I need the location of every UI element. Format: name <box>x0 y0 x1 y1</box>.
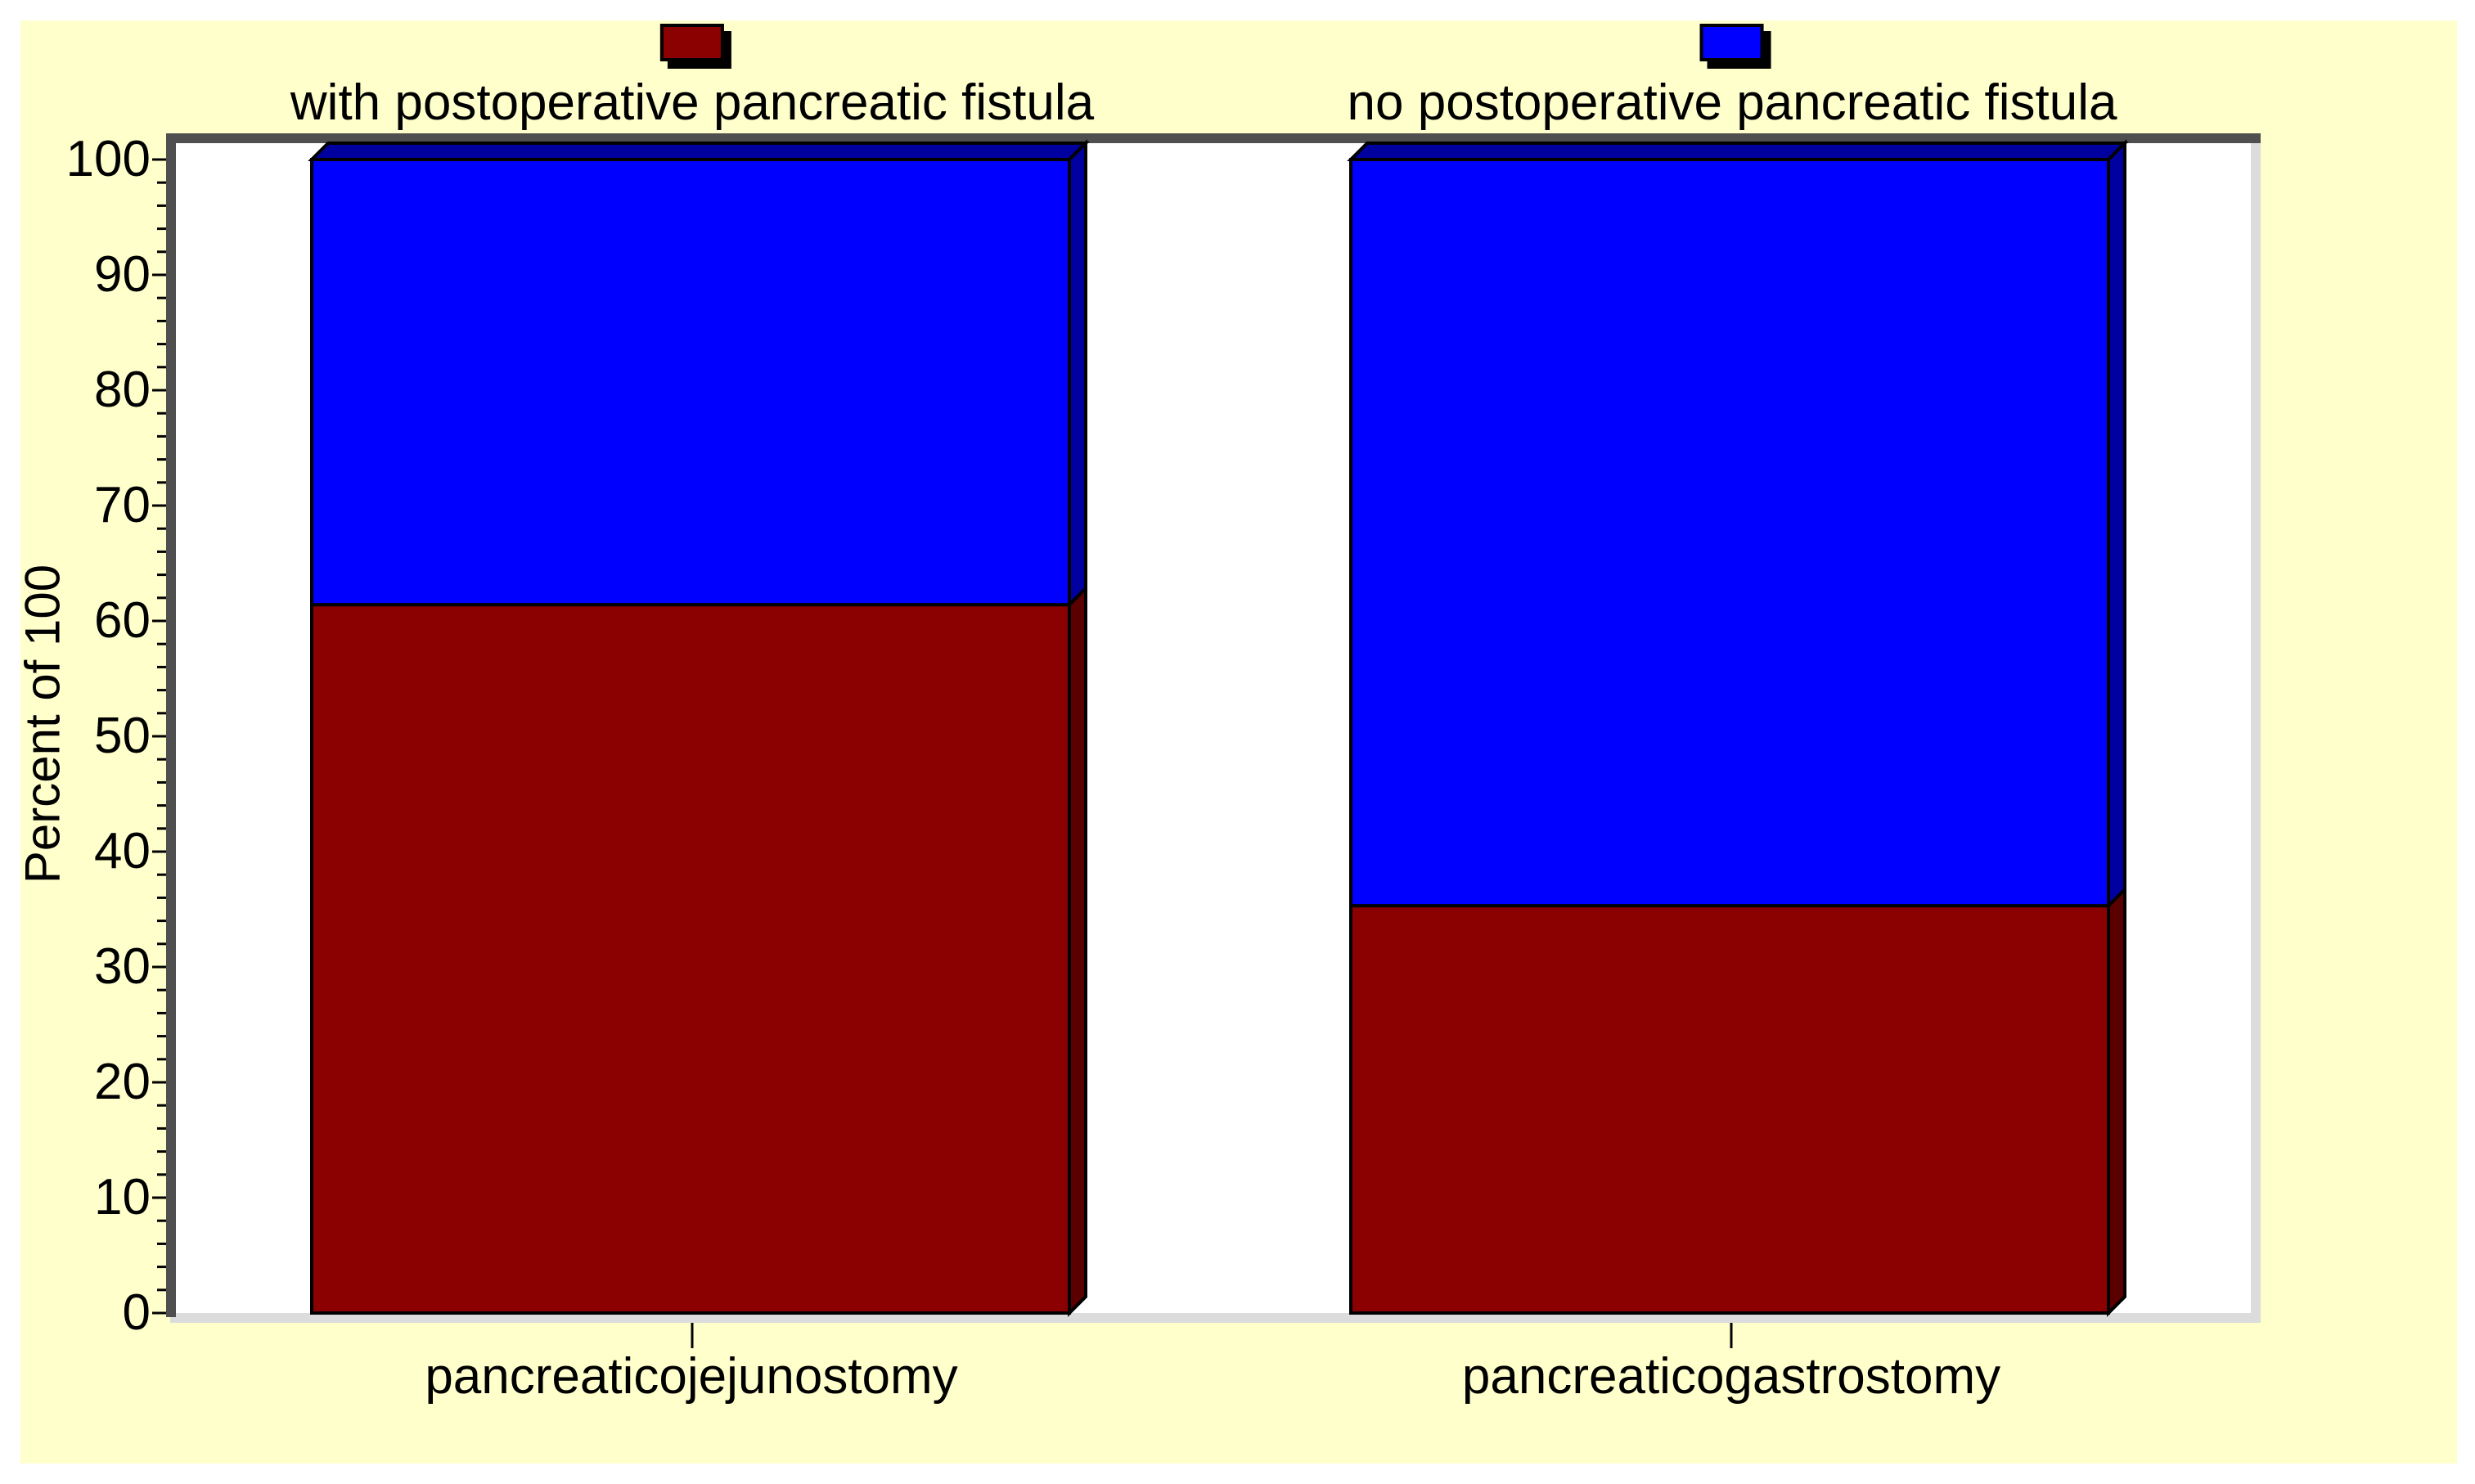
bar-top-face <box>308 142 1090 161</box>
y-tick-label-10: 10 <box>94 1169 151 1225</box>
bar-segment-no-fistula <box>310 158 1071 607</box>
y-tick-label-40: 40 <box>94 823 151 879</box>
y-tick-label-90: 90 <box>94 246 151 303</box>
bar-side-face-red <box>2107 885 2126 1317</box>
y-tick-label-0: 0 <box>122 1284 151 1341</box>
bar-side-face-blue <box>2107 139 2126 911</box>
bar-segment-no-fistula <box>1349 158 2110 908</box>
y-tick-label-60: 60 <box>94 592 151 649</box>
y-tick-label-50: 50 <box>94 708 151 764</box>
bar-segment-with-fistula <box>310 603 1071 1315</box>
plot-border-top <box>166 133 2261 143</box>
y-tick-label-20: 20 <box>94 1054 151 1110</box>
y-tick-label-70: 70 <box>94 477 151 533</box>
x-category-label-2: pancreaticogastrostomy <box>1461 1348 2001 1405</box>
legend-label-with-fistula: with postoperative pancreatic fistula <box>290 74 1095 131</box>
plot-border-bottom <box>170 1313 2261 1323</box>
y-tick-label-30: 30 <box>94 938 151 995</box>
legend-swatch-with-fistula <box>659 24 724 61</box>
y-tick-label-80: 80 <box>94 362 151 418</box>
legend-swatch-no-fistula <box>1700 24 1764 61</box>
legend-item-no-fistula: no postoperative pancreatic fistula <box>1348 24 2117 128</box>
plot-border-right <box>2251 143 2261 1323</box>
legend-item-fistula: with postoperative pancreatic fistula <box>290 24 1094 128</box>
x-category-label-1: pancreaticojejunostomy <box>425 1348 958 1405</box>
legend-label-no-fistula: no postoperative pancreatic fistula <box>1347 74 2117 131</box>
bar-segment-with-fistula <box>1349 904 2110 1315</box>
bar-top-face <box>1347 142 2129 161</box>
y-tick-label-100: 100 <box>65 131 151 187</box>
bar-side-face-red <box>1068 584 1087 1317</box>
plot-border-left <box>166 133 176 1317</box>
bar-side-face-blue <box>1068 139 1087 609</box>
